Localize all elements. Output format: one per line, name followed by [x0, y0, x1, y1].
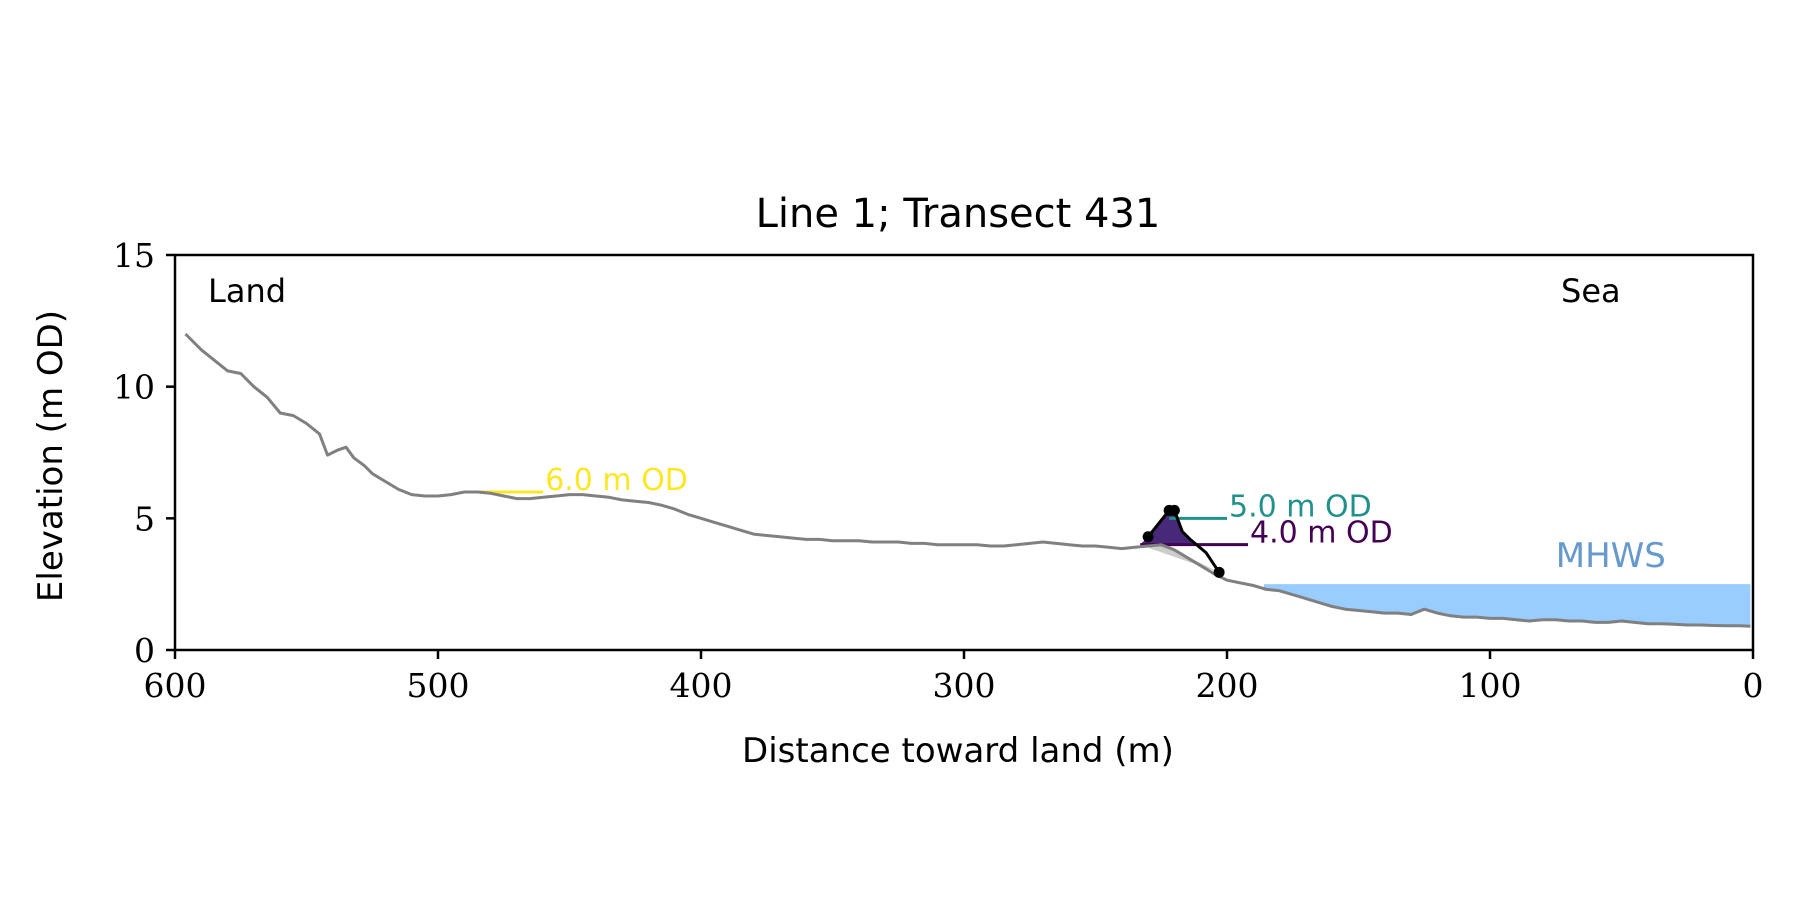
y-tick-label: 10 [113, 368, 155, 407]
y-tick-label: 0 [134, 631, 155, 670]
y-axis-label: Elevation (m OD) [31, 310, 71, 602]
x-tick-label: 400 [670, 666, 733, 705]
sea-corner-label: Sea [1561, 272, 1621, 310]
y-tick-label: 15 [113, 236, 155, 275]
level-label-2: 5.0 m OD [1229, 489, 1372, 524]
mhws-water-fill [1263, 584, 1751, 627]
x-tick-label: 600 [144, 666, 207, 705]
line-layer [184, 332, 1751, 628]
y-tick-label: 5 [134, 499, 155, 538]
dune-marker [1168, 504, 1180, 516]
x-tick-label: 200 [1196, 666, 1259, 705]
mhws-label: MHWS [1556, 536, 1666, 576]
x-axis-label: Distance toward land (m) [742, 731, 1174, 771]
axes-layer [166, 253, 1755, 659]
chart-title: Line 1; Transect 431 [756, 191, 1161, 237]
dune-volume-fill [1140, 510, 1196, 545]
level-label-3: 4.0 m OD [1250, 516, 1393, 551]
dune-marker [1142, 531, 1154, 543]
x-tick-label: 300 [933, 666, 996, 705]
text-layer: Line 1; Transect 431 Distance toward lan… [31, 191, 1764, 771]
level-label-1: 6.0 m OD [545, 463, 688, 498]
x-tick-label: 100 [1459, 666, 1522, 705]
x-tick-label: 500 [407, 666, 470, 705]
land-corner-label: Land [208, 272, 286, 310]
dune-marker [1213, 566, 1225, 578]
elevation-profile-line [184, 332, 1751, 628]
x-tick-label: 0 [1743, 666, 1764, 705]
